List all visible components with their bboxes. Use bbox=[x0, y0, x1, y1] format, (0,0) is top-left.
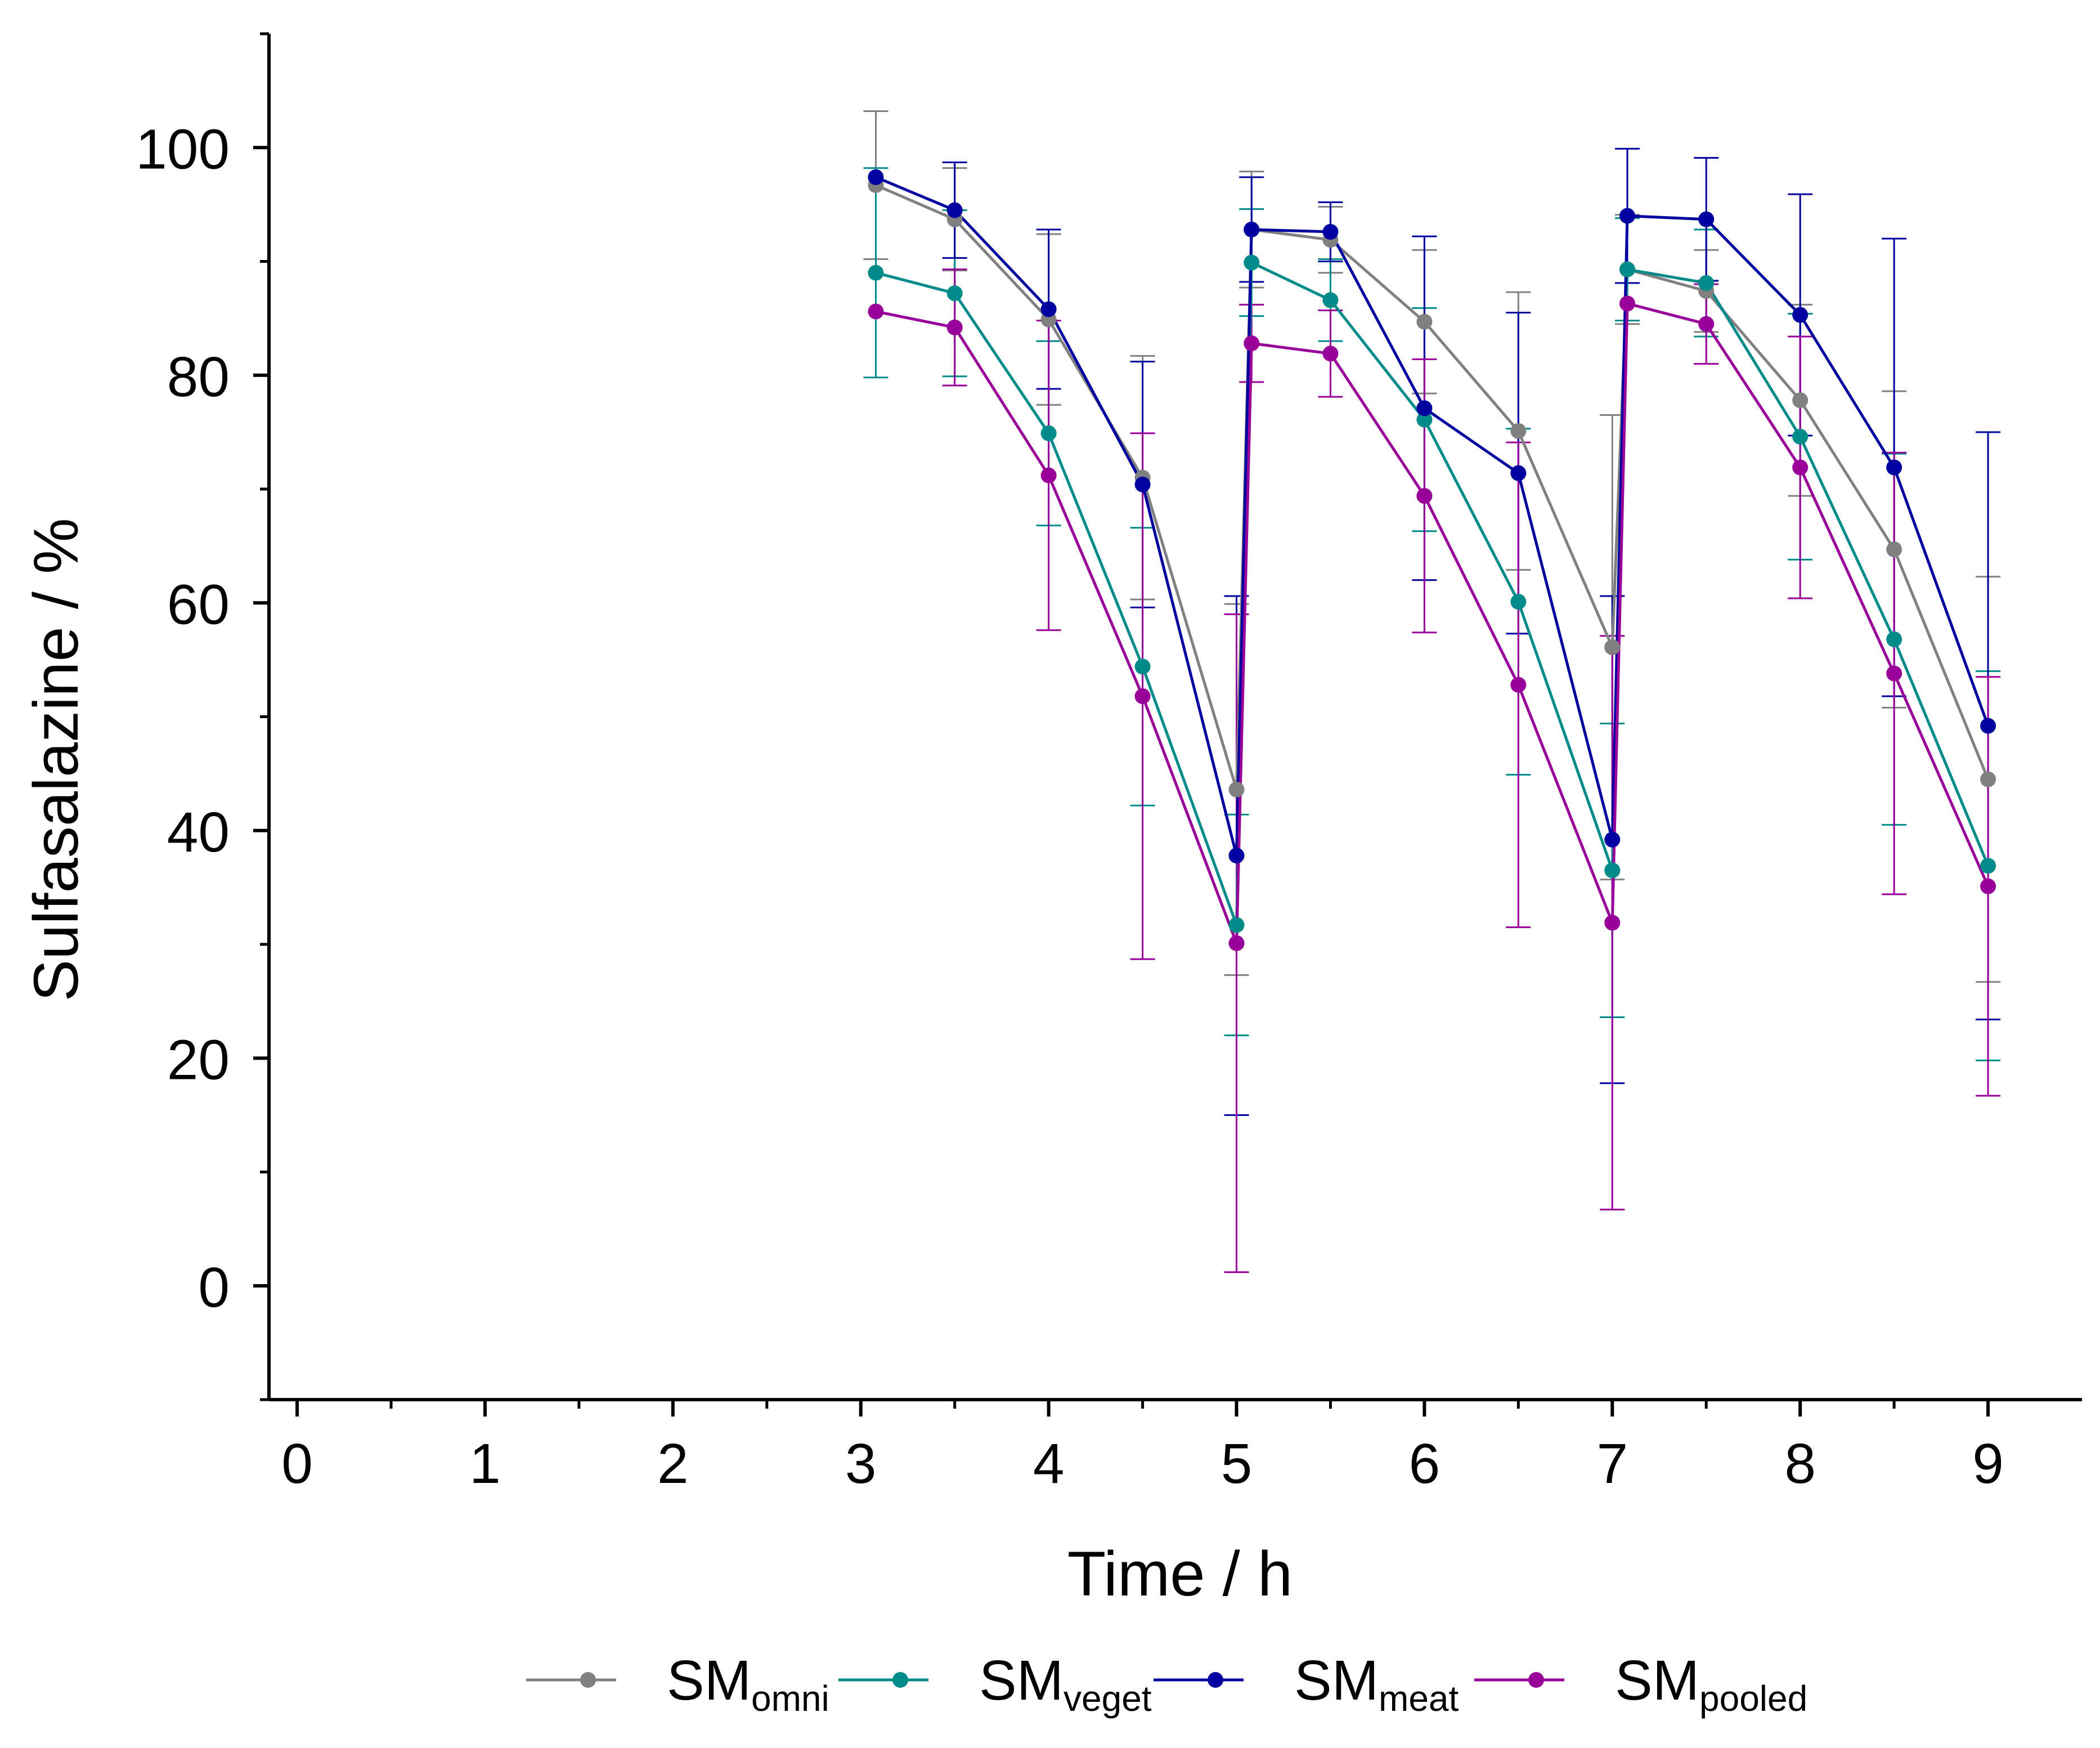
data-point-veget bbox=[1698, 275, 1715, 291]
data-point-veget bbox=[1134, 658, 1151, 675]
data-point-meat bbox=[1322, 223, 1339, 240]
y-tick-label: 20 bbox=[167, 1028, 230, 1091]
x-tick-label: 3 bbox=[845, 1432, 877, 1495]
x-tick-label: 4 bbox=[1033, 1432, 1065, 1495]
data-point-meat bbox=[946, 202, 963, 218]
data-point-pooled bbox=[1886, 665, 1902, 682]
data-point-veget bbox=[1792, 428, 1809, 445]
y-axis-title: Sulfasalazine / % bbox=[21, 518, 91, 1001]
legend: SMomni SMveget SMmeat SMpooled bbox=[526, 1649, 1807, 1719]
x-tick-label: 1 bbox=[469, 1432, 501, 1495]
data-point-meat bbox=[1619, 208, 1635, 224]
x-tick-label: 8 bbox=[1784, 1432, 1816, 1495]
legend-marker-pooled bbox=[1528, 1672, 1544, 1688]
data-point-meat bbox=[1792, 307, 1809, 323]
y-tick-label: 80 bbox=[167, 346, 230, 409]
data-point-veget bbox=[1244, 254, 1260, 271]
axes: 0 20 40 60 80 100 0 1 2 3 4 5 6 7 8 9 bbox=[136, 32, 2082, 1495]
legend-label-meat: SMmeat bbox=[1294, 1649, 1459, 1719]
data-point-pooled bbox=[1322, 346, 1339, 362]
x-tick-label: 2 bbox=[657, 1432, 689, 1495]
y-tick-label: 60 bbox=[167, 573, 230, 636]
x-tick-label: 9 bbox=[1972, 1432, 2004, 1495]
series-line-veget bbox=[875, 261, 1990, 927]
x-tick-label: 0 bbox=[281, 1432, 313, 1495]
data-point-veget bbox=[946, 285, 963, 302]
data-point-veget bbox=[868, 265, 884, 281]
data-point-meat bbox=[1228, 848, 1245, 864]
x-tick-label: 5 bbox=[1221, 1432, 1253, 1495]
data-point-pooled bbox=[1040, 467, 1057, 483]
data-point-veget bbox=[1322, 292, 1339, 308]
data-point-meat bbox=[868, 169, 884, 185]
data-point-omni bbox=[1416, 313, 1433, 330]
legend-marker-meat bbox=[1208, 1672, 1223, 1688]
data-point-meat bbox=[1510, 465, 1527, 481]
data-point-pooled bbox=[1244, 335, 1260, 352]
data-point-pooled bbox=[868, 303, 884, 320]
data-point-pooled bbox=[946, 319, 963, 335]
legend-label-pooled: SMpooled bbox=[1615, 1649, 1807, 1719]
data-point-pooled bbox=[1792, 459, 1809, 476]
data-point-meat bbox=[1886, 459, 1902, 476]
data-point-meat bbox=[1980, 718, 1996, 734]
data-point-meat bbox=[1244, 221, 1260, 237]
legend-label-omni: SMomni bbox=[667, 1649, 829, 1719]
data-point-pooled bbox=[1510, 676, 1527, 693]
data-point-pooled bbox=[1416, 488, 1433, 504]
data-point-meat bbox=[1604, 831, 1621, 848]
data-point-pooled bbox=[1698, 316, 1715, 332]
data-point-veget bbox=[1886, 631, 1902, 647]
x-axis-title: Time / h bbox=[1067, 1539, 1293, 1609]
data-point-veget bbox=[1040, 425, 1057, 441]
data-point-omni bbox=[1604, 639, 1621, 656]
data-point-veget bbox=[1510, 594, 1527, 610]
y-tick-label: 100 bbox=[136, 118, 230, 181]
series-line-omni bbox=[875, 183, 1990, 791]
y-tick-label: 40 bbox=[167, 801, 230, 864]
data-point-pooled bbox=[1980, 878, 1996, 894]
data-point-omni bbox=[1228, 781, 1245, 797]
series-line-pooled bbox=[876, 302, 1990, 945]
data-point-veget bbox=[1619, 261, 1635, 277]
data-point-veget bbox=[1980, 858, 1996, 874]
data-point-veget bbox=[1416, 411, 1433, 428]
data-markers bbox=[868, 169, 1996, 951]
data-point-meat bbox=[1134, 476, 1151, 492]
legend-label-veget: SMveget bbox=[979, 1649, 1152, 1719]
data-point-omni bbox=[1792, 392, 1809, 409]
series-lines bbox=[875, 176, 1990, 945]
data-point-omni bbox=[1510, 423, 1527, 439]
error-bars bbox=[863, 110, 2001, 1273]
data-point-veget bbox=[1604, 862, 1621, 879]
data-point-omni bbox=[1980, 771, 1996, 787]
data-point-omni bbox=[1886, 541, 1902, 558]
data-point-pooled bbox=[1134, 688, 1151, 705]
data-point-meat bbox=[1416, 400, 1433, 416]
data-point-pooled bbox=[1604, 915, 1621, 931]
x-tick-label: 6 bbox=[1409, 1432, 1441, 1495]
data-point-meat bbox=[1698, 211, 1715, 227]
x-tick-label: 7 bbox=[1596, 1432, 1628, 1495]
data-point-pooled bbox=[1619, 295, 1635, 312]
data-point-veget bbox=[1228, 917, 1245, 933]
legend-marker-veget bbox=[892, 1672, 908, 1688]
data-point-meat bbox=[1040, 301, 1057, 317]
legend-marker-omni bbox=[580, 1672, 596, 1688]
y-tick-label: 0 bbox=[198, 1256, 230, 1319]
data-point-pooled bbox=[1228, 935, 1245, 951]
